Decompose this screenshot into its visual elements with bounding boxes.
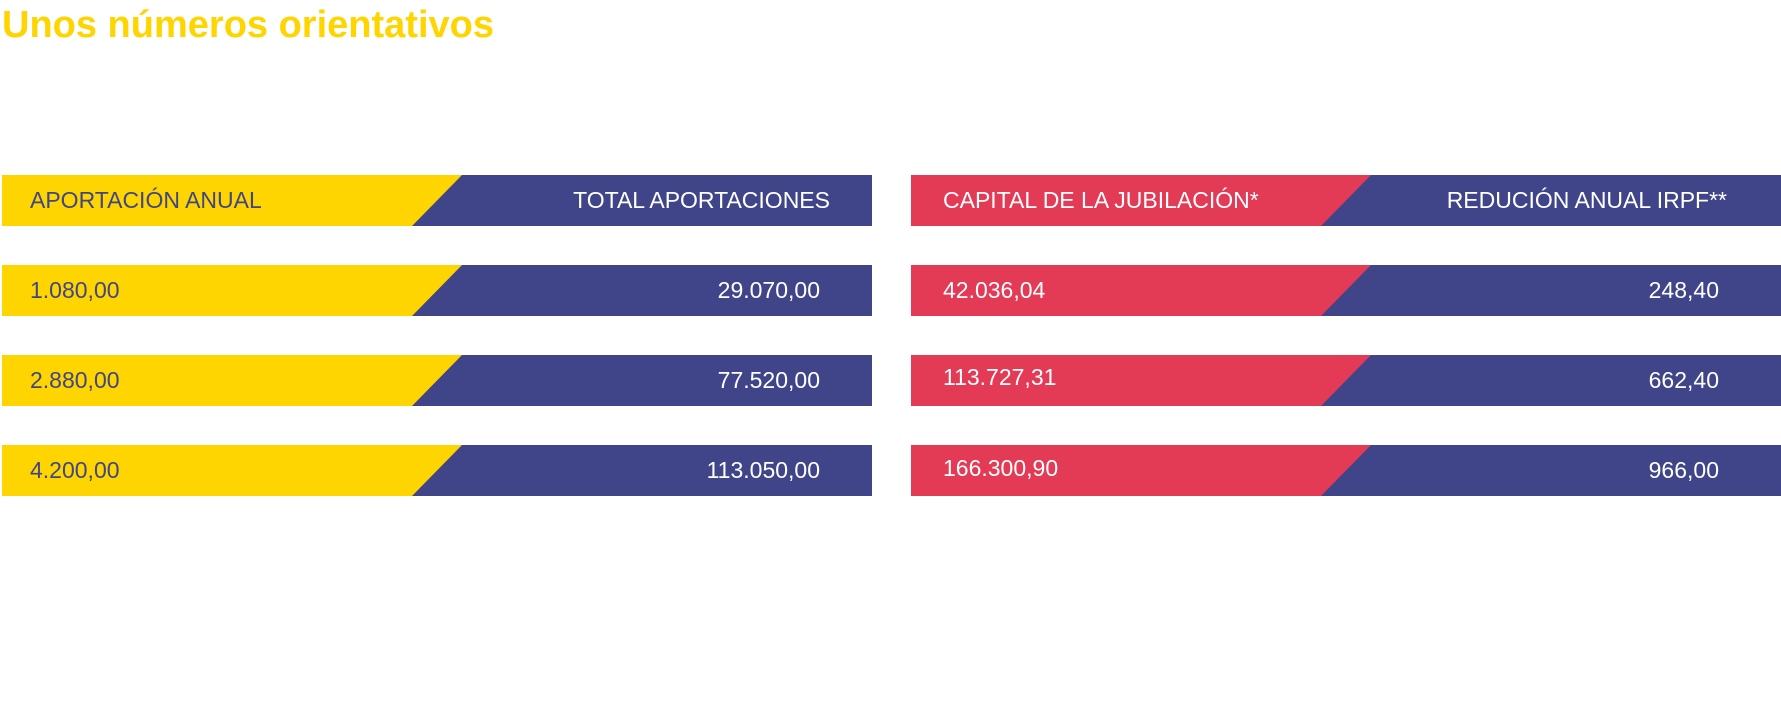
table-row: 113.727,31 662,40 — [911, 355, 1781, 406]
annual-contribution-value: 2.880,00 — [30, 367, 120, 393]
row-right-segment — [1321, 445, 1781, 496]
table-row: 4.200,00 113.050,00 — [2, 445, 872, 496]
row-right-segment — [412, 265, 872, 316]
header-left-segment — [911, 175, 1371, 226]
contributions-header-row: APORTACIÓN ANUAL TOTAL APORTACIONES — [2, 175, 872, 226]
irpf-reduction-value: 966,00 — [1648, 457, 1719, 483]
row-left-segment — [911, 445, 1371, 496]
header-right-segment — [412, 175, 872, 226]
total-contributions-value: 29.070,00 — [717, 277, 820, 303]
irpf-reduction-value: 248,40 — [1648, 277, 1719, 303]
page-title: Unos números orientativos — [2, 4, 494, 46]
row-left-segment — [911, 265, 1371, 316]
header-right-segment — [1321, 175, 1781, 226]
row-left-segment — [2, 355, 462, 406]
row-right-segment — [412, 355, 872, 406]
table-row: 1.080,00 29.070,00 — [2, 265, 872, 316]
header-left-segment — [2, 175, 462, 226]
row-left-segment — [2, 265, 462, 316]
header-retirement-capital: CAPITAL DE LA JUBILACIÓN* — [943, 187, 1259, 213]
row-right-segment — [412, 445, 872, 496]
table-row: 166.300,90 966,00 — [911, 445, 1781, 496]
retirement-capital-value: 113.727,31 — [943, 364, 1057, 390]
annual-contribution-value: 4.200,00 — [30, 457, 120, 483]
total-contributions-value: 113.050,00 — [706, 457, 820, 483]
retirement-capital-value: 42.036,04 — [943, 277, 1046, 303]
row-left-segment — [2, 445, 462, 496]
row-right-segment — [1321, 265, 1781, 316]
retirement-capital-value: 166.300,90 — [943, 455, 1059, 481]
row-right-segment — [1321, 355, 1781, 406]
header-annual-contribution: APORTACIÓN ANUAL — [30, 187, 262, 213]
total-contributions-value: 77.520,00 — [717, 367, 820, 393]
annual-contribution-value: 1.080,00 — [30, 277, 120, 303]
table-row: 42.036,04 248,40 — [911, 265, 1781, 316]
retirement-header-row: CAPITAL DE LA JUBILACIÓN* REDUCIÓN ANUAL… — [911, 175, 1781, 226]
header-annual-irpf-reduction: REDUCIÓN ANUAL IRPF** — [1446, 187, 1727, 213]
table-row: 2.880,00 77.520,00 — [2, 355, 872, 406]
header-total-contributions: TOTAL APORTACIONES — [573, 187, 830, 213]
row-left-segment — [911, 355, 1371, 406]
irpf-reduction-value: 662,40 — [1648, 367, 1719, 393]
